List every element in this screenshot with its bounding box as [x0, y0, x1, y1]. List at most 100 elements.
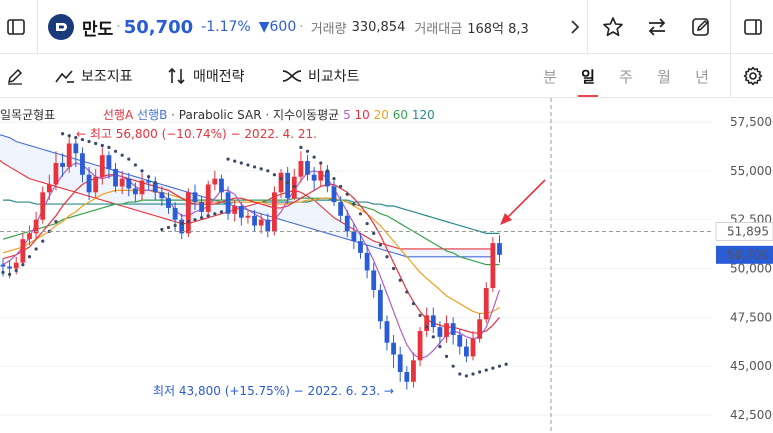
legend-ma10: 10: [354, 108, 370, 122]
candle-body: [384, 321, 390, 343]
sar-dot: [332, 177, 336, 181]
sar-dot: [365, 221, 369, 226]
compare-button[interactable]: 비교차트: [282, 54, 360, 98]
candle-body: [146, 180, 152, 183]
sar-dot: [1, 270, 5, 275]
candle-body: [477, 319, 483, 339]
sar-dot: [180, 221, 184, 226]
candle-body: [397, 354, 403, 373]
candle-body: [351, 231, 357, 242]
sar-dot: [352, 202, 356, 206]
indicator-button[interactable]: 보조지표: [55, 54, 133, 98]
candle-body: [33, 219, 39, 234]
candle-body: [232, 205, 238, 214]
sar-dot: [478, 370, 482, 374]
candle-body: [272, 192, 277, 232]
period-month[interactable]: 월: [657, 67, 671, 86]
low-annotation: 최저 43,800 (+15.75%) − 2022. 6. 23. →: [153, 384, 394, 398]
sar-dot: [312, 155, 316, 159]
panel-toggle-icon[interactable]: [741, 15, 765, 39]
draw-pen-icon[interactable]: [4, 64, 26, 88]
current-price-label: 50,700: [727, 248, 769, 262]
candle-body: [133, 188, 138, 195]
ticker-summary[interactable]: 만도 · 50,700 -1.17% ▼600 · 거래량 330,854 거래…: [48, 0, 578, 54]
ma10-line: [2, 174, 500, 334]
sar-dot: [279, 177, 283, 181]
period-week[interactable]: 주: [619, 67, 633, 86]
legend-ma20: 20: [373, 108, 389, 122]
candle-body: [318, 170, 324, 181]
candle-body: [377, 289, 383, 322]
star-icon[interactable]: [600, 15, 626, 39]
settings-gear-icon[interactable]: [741, 64, 765, 88]
candle-body: [159, 192, 165, 199]
sar-dot: [80, 137, 85, 142]
compare-label: 비교차트: [308, 69, 360, 85]
legend-span-b: 선행B: [136, 108, 168, 122]
sar-dot: [431, 335, 435, 339]
candle-body: [324, 170, 330, 187]
candle-body: [497, 243, 502, 255]
candle-body: [483, 288, 489, 320]
signal-arrow-line: [502, 179, 546, 223]
candle-body: [46, 184, 52, 193]
period-year[interactable]: 년: [695, 67, 709, 86]
change-rate: -1.17%: [201, 19, 251, 35]
sar-dot: [21, 262, 25, 267]
edit-icon[interactable]: [688, 15, 714, 39]
stock-name: 만도: [82, 19, 114, 40]
candle-body: [60, 163, 65, 167]
chart-legend: 일목균형표 선행A 선행B · Parabolic SAR · 지수이동평균 5…: [0, 108, 435, 122]
candle-body: [212, 178, 218, 185]
candle-body: [86, 174, 92, 193]
period-day[interactable]: 일: [581, 67, 595, 86]
sar-dot: [54, 220, 58, 224]
high-annotation: ← 최고 56,800 (−10.74%) − 2022. 4. 21.: [76, 127, 317, 141]
sar-dot: [186, 220, 190, 224]
company-logo-icon: [48, 14, 74, 40]
legend-sar: Parabolic SAR: [178, 108, 262, 122]
sar-dot: [67, 134, 71, 138]
sar-dot: [259, 167, 263, 171]
candle-body: [185, 192, 191, 234]
sar-dot: [153, 180, 157, 185]
candle-body: [80, 153, 85, 175]
candle-body: [53, 163, 59, 185]
candle-body: [205, 184, 211, 212]
sidebar-toggle-icon[interactable]: [4, 15, 28, 39]
sar-dot: [120, 153, 124, 157]
price-chart[interactable]: 57,50055,00052,50050,00047,50045,00042,5…: [0, 98, 773, 433]
candle-body: [298, 161, 304, 177]
sar-dot: [319, 161, 323, 165]
strategy-label: 매매전략: [193, 69, 245, 85]
candle-body: [73, 143, 79, 154]
stock-header: 만도 · 50,700 -1.17% ▼600 · 거래량 330,854 거래…: [0, 0, 773, 54]
sar-dot: [8, 272, 12, 276]
candle-body: [358, 241, 363, 253]
sar-dot: [372, 231, 376, 235]
sar-dot: [504, 362, 508, 366]
sar-dot: [74, 136, 78, 140]
legend-ma60: 60: [392, 108, 409, 122]
active-period-indicator: [578, 95, 598, 97]
legend-ichimoku: 일목균형표: [0, 108, 56, 122]
span-a-line: [0, 159, 493, 250]
trade-amount-value: 168억 8,3: [467, 21, 529, 37]
legend-ma120: 120: [411, 108, 435, 122]
chevron-right-icon[interactable]: [566, 15, 584, 39]
legend-span-a: 선행A: [102, 108, 134, 122]
candle-body: [258, 219, 264, 226]
candle-body: [225, 192, 231, 214]
sar-dot: [286, 180, 290, 185]
period-minute[interactable]: 분: [543, 67, 557, 86]
candle-body: [424, 315, 430, 332]
sar-dot: [458, 372, 462, 376]
strategy-button[interactable]: 매매전략: [167, 54, 245, 98]
sar-dot: [147, 175, 151, 179]
sar-dot: [411, 302, 416, 306]
sar-dot: [160, 227, 164, 232]
swap-icon[interactable]: [644, 15, 670, 39]
candle-body: [13, 262, 19, 269]
sar-dot: [491, 366, 495, 370]
candle-body: [199, 202, 204, 212]
